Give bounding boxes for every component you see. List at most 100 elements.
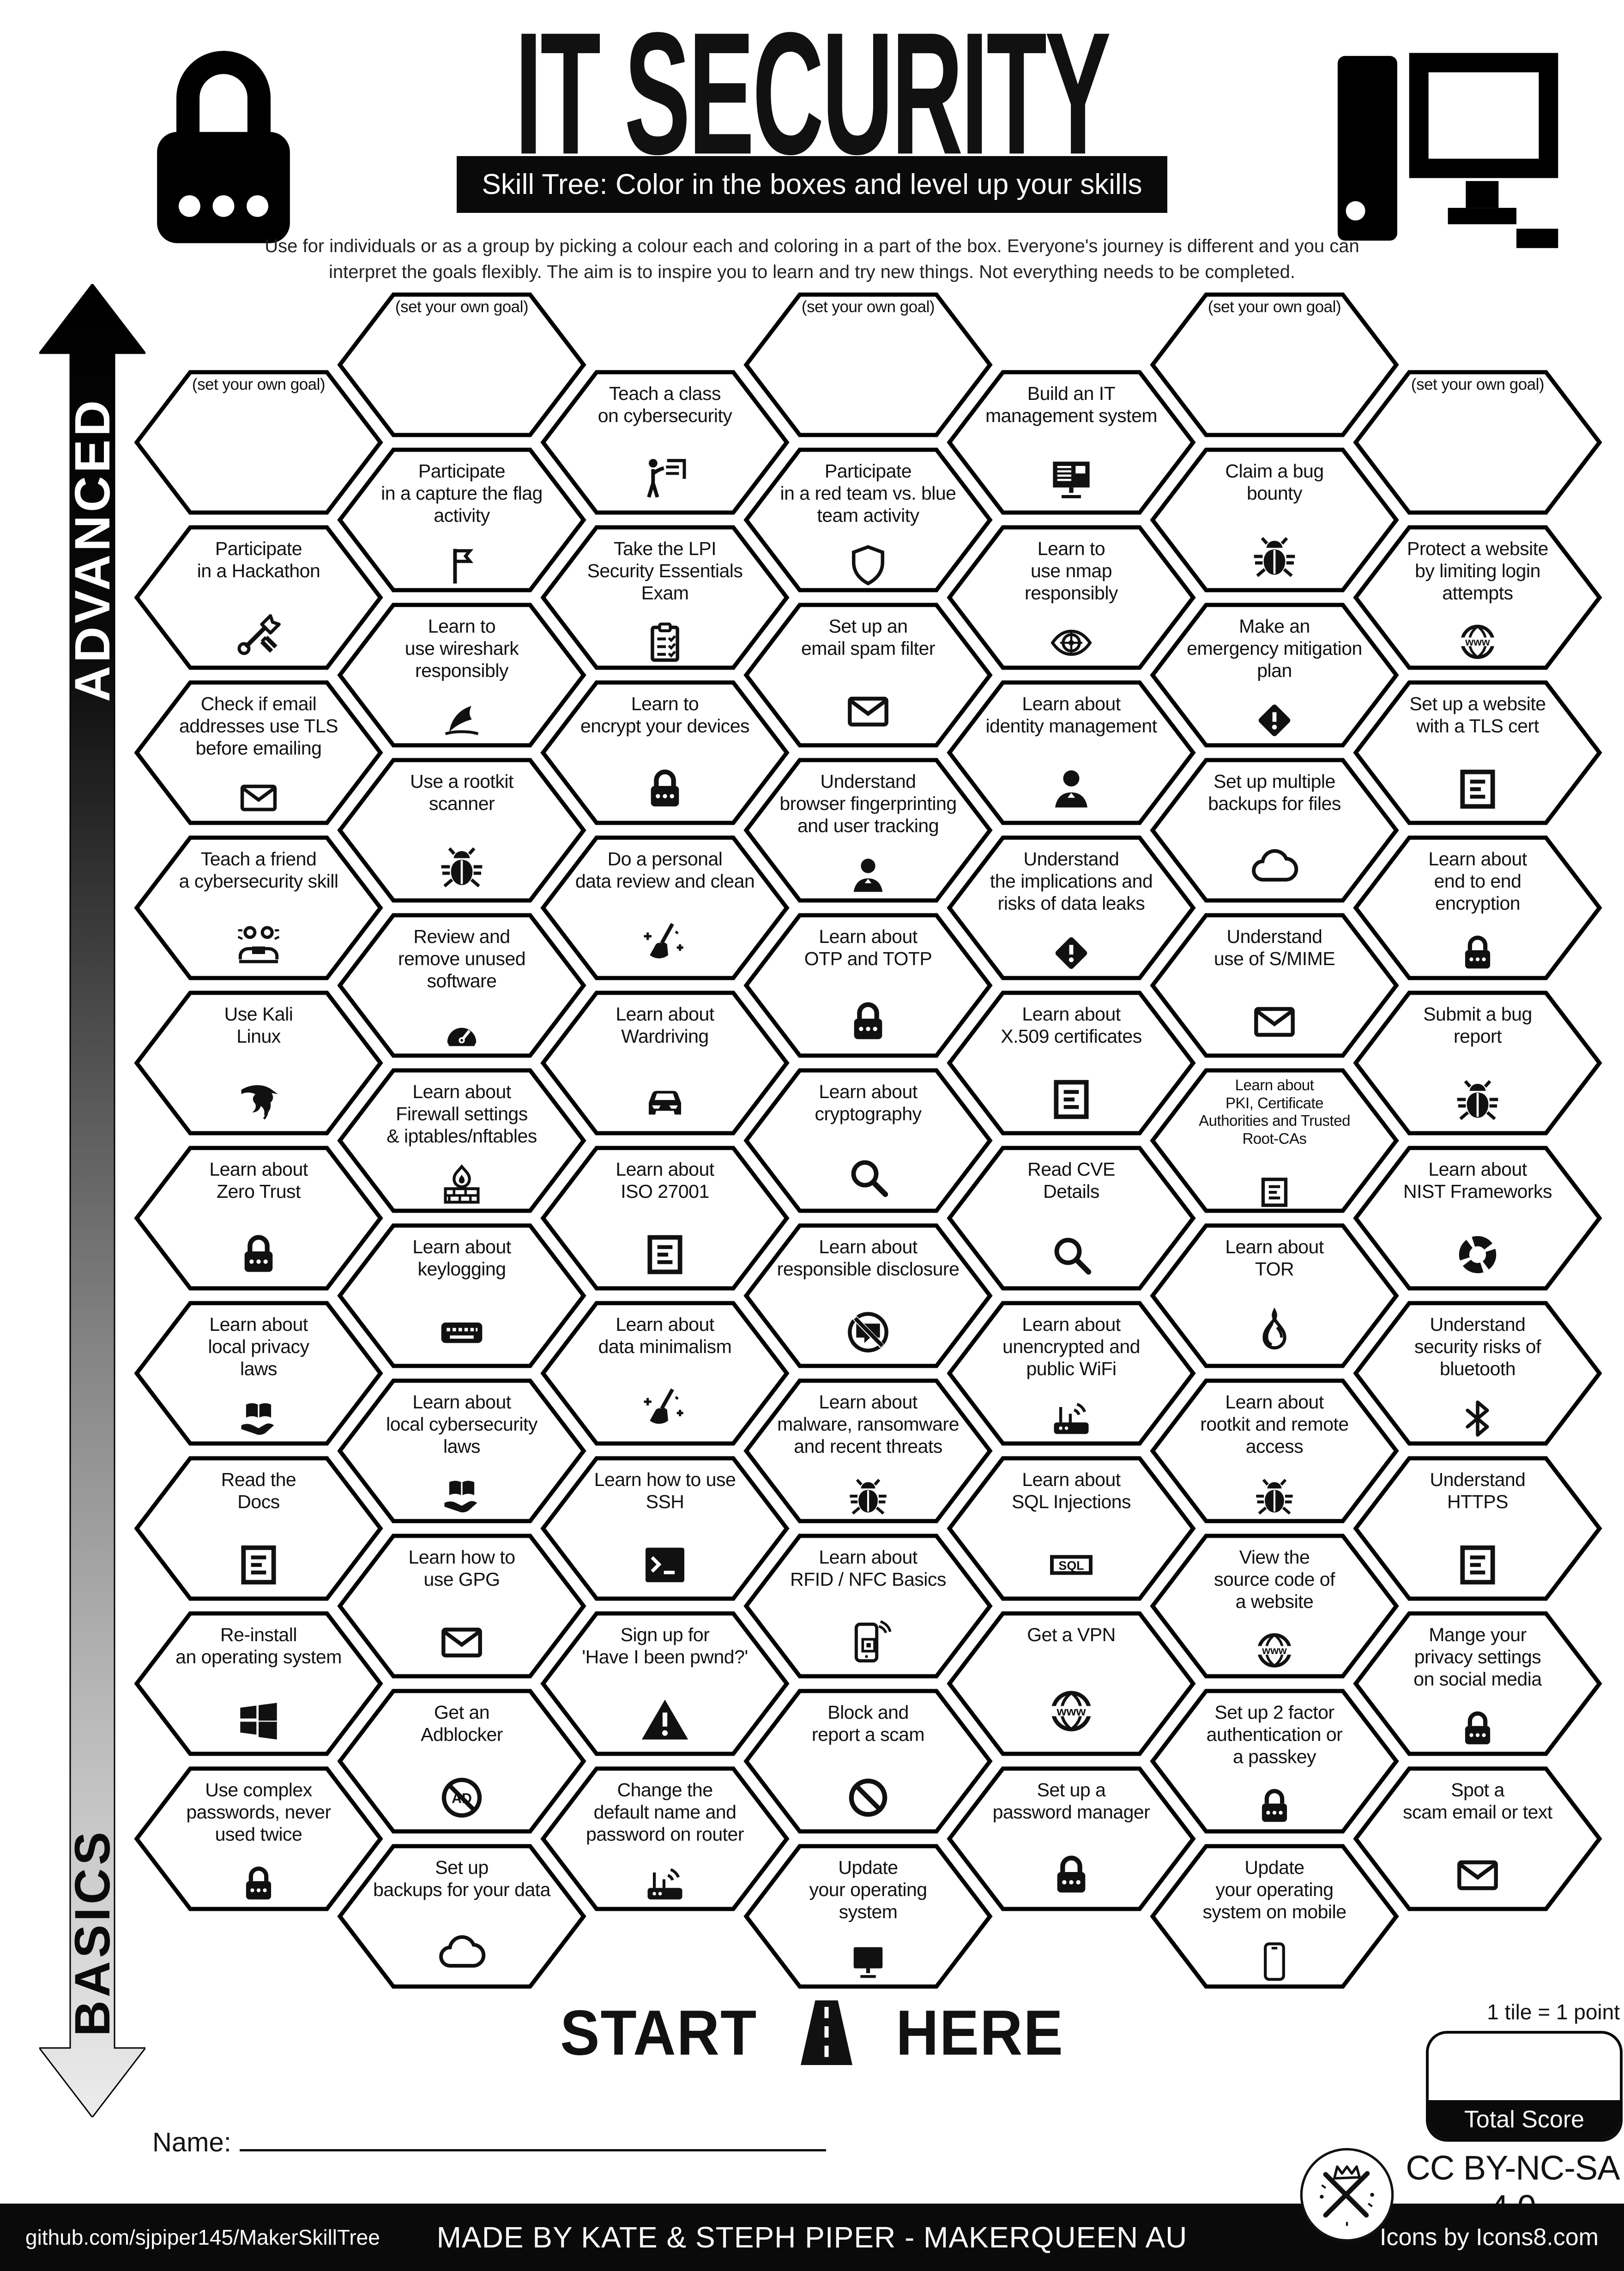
- hex-tile[interactable]: Learn about keylogging: [337, 1222, 586, 1369]
- hex-label: Mange your privacy settings on social me…: [1413, 1624, 1542, 1690]
- hex-tile[interactable]: Get a VPN www: [947, 1610, 1196, 1757]
- hex-outline: [134, 1611, 383, 1756]
- document-icon: [1045, 1074, 1097, 1125]
- hex-tile[interactable]: Block and report a scam: [743, 1688, 993, 1835]
- hex-tile[interactable]: Learn about Firewall settings & iptables…: [337, 1067, 586, 1214]
- hex-tile[interactable]: Teach a class on cybersecurity: [540, 369, 790, 516]
- hex-tile[interactable]: Learn about NIST Frameworks: [1353, 1145, 1602, 1292]
- footer-madeby: MADE BY KATE & STEPH PIPER - MAKERQUEEN …: [436, 2221, 1188, 2254]
- svg-text:AD: AD: [452, 1791, 472, 1806]
- hex-tile[interactable]: View the source code of a website www: [1150, 1533, 1399, 1679]
- envelope-icon: [436, 1617, 488, 1668]
- hex-tile[interactable]: Learn to use nmap responsibly: [947, 524, 1196, 671]
- hex-tile[interactable]: Participate in a red team vs. blue team …: [743, 447, 993, 593]
- hex-tile-goal[interactable]: (set your own goal): [743, 291, 993, 438]
- hex-tile[interactable]: Learn about cryptography: [743, 1067, 993, 1214]
- hex-tile-goal[interactable]: (set your own goal): [1353, 369, 1602, 516]
- hex-tile[interactable]: Understand HTTPS: [1353, 1455, 1602, 1602]
- hex-tile[interactable]: Change the default name and password on …: [540, 1765, 790, 1912]
- hex-tile[interactable]: Read the Docs: [134, 1455, 383, 1602]
- hex-outline: [337, 1534, 586, 1679]
- hex-outline: [743, 603, 993, 748]
- hex-tile[interactable]: Learn about data minimalism: [540, 1300, 790, 1447]
- hex-tile[interactable]: Learn to use wireshark responsibly: [337, 602, 586, 749]
- hex-tile[interactable]: Submit a bug report: [1353, 990, 1602, 1136]
- cloud-icon: [1249, 841, 1300, 893]
- hex-outline: [743, 1689, 993, 1834]
- hex-tile[interactable]: Mange your privacy settings on social me…: [1353, 1610, 1602, 1757]
- hex-outline: [1150, 913, 1399, 1058]
- warning-diamond-icon: [1048, 930, 1094, 976]
- hex-tile[interactable]: Learn about OTP and TOTP: [743, 912, 993, 1059]
- hex-tile[interactable]: Set up multiple backups for files: [1150, 757, 1399, 904]
- hex-tile[interactable]: Spot a scam email or text: [1353, 1765, 1602, 1912]
- hex-label: Learn about end to end encryption: [1428, 848, 1527, 914]
- hex-tile[interactable]: Learn about X.509 certificates: [947, 990, 1196, 1136]
- hex-tile[interactable]: Learn about RFID / NFC Basics: [743, 1533, 993, 1679]
- hex-tile-goal[interactable]: (set your own goal): [1150, 291, 1399, 438]
- hex-tile[interactable]: Protect a website by limiting login atte…: [1353, 524, 1602, 671]
- hex-tile[interactable]: Set up a website with a TLS cert: [1353, 679, 1602, 826]
- hex-tile[interactable]: Use complex passwords, never used twice: [134, 1765, 383, 1912]
- hex-tile[interactable]: Learn about ISO 27001: [540, 1145, 790, 1292]
- hex-tile[interactable]: Update your operating system on mobile: [1150, 1843, 1399, 1990]
- rfid-icon: [842, 1617, 894, 1668]
- hex-tile[interactable]: Set up backups for your data: [337, 1843, 586, 1990]
- no-chat-icon: [842, 1306, 894, 1358]
- hex-tile[interactable]: Learn how to use GPG: [337, 1533, 586, 1679]
- name-input-line[interactable]: [239, 2122, 826, 2151]
- hex-tile[interactable]: Learn about Zero Trust: [134, 1145, 383, 1292]
- hex-tile[interactable]: Learn about TOR: [1150, 1222, 1399, 1369]
- hex-tile[interactable]: Participate in a capture the flag activi…: [337, 447, 586, 593]
- hex-tile[interactable]: Learn about local privacy laws: [134, 1300, 383, 1447]
- hex-tile[interactable]: Do a personal data review and clean: [540, 834, 790, 981]
- hex-tile[interactable]: Set up an email spam filter: [743, 602, 993, 749]
- hex-label: Participate in a Hackathon: [197, 538, 320, 581]
- hex-tile[interactable]: Re-install an operating system: [134, 1610, 383, 1757]
- hex-outline: [337, 292, 586, 437]
- hex-tile[interactable]: Build an IT management system: [947, 369, 1196, 516]
- hex-tile[interactable]: Use Kali Linux: [134, 990, 383, 1136]
- hex-tile[interactable]: Read CVE Details: [947, 1145, 1196, 1292]
- hex-tile[interactable]: Set up a password manager: [947, 1765, 1196, 1912]
- hex-tile[interactable]: Learn about local cybersecurity laws: [337, 1377, 586, 1524]
- hex-outline: [337, 1378, 586, 1523]
- hex-tile[interactable]: Check if email addresses use TLS before …: [134, 679, 383, 826]
- hex-tile[interactable]: Understand use of S/MIME: [1150, 912, 1399, 1059]
- hex-tile[interactable]: Learn to encrypt your devices: [540, 679, 790, 826]
- hex-tile[interactable]: Learn about rootkit and remote access: [1150, 1377, 1399, 1524]
- hex-tile[interactable]: Sign up for 'Have I been pwnd?': [540, 1610, 790, 1757]
- hex-label: Re-install an operating system: [175, 1624, 342, 1667]
- hex-tile[interactable]: Use a rootkit scanner: [337, 757, 586, 904]
- hex-tile[interactable]: Understand browser fingerprinting and us…: [743, 757, 993, 904]
- hex-tile-goal[interactable]: (set your own goal): [337, 291, 586, 438]
- hex-outline: [1353, 1146, 1602, 1291]
- hex-tile[interactable]: Get an Adblocker AD: [337, 1688, 586, 1835]
- hex-outline: [1353, 1301, 1602, 1446]
- hex-label: Learn about responsible disclosure: [777, 1236, 960, 1280]
- hex-tile-goal[interactable]: (set your own goal): [134, 369, 383, 516]
- hex-tile[interactable]: Learn how to use SSH: [540, 1455, 790, 1602]
- hex-outline: [134, 835, 383, 980]
- hex-tile[interactable]: Learn about responsible disclosure: [743, 1222, 993, 1369]
- hex-tile[interactable]: Learn about end to end encryption: [1353, 834, 1602, 981]
- hex-tile[interactable]: Participate in a Hackathon: [134, 524, 383, 671]
- hex-tile[interactable]: Learn about Wardriving: [540, 990, 790, 1136]
- hex-tile[interactable]: Teach a friend a cybersecurity skill: [134, 834, 383, 981]
- hex-tile[interactable]: Learn about unencrypted and public WiFi: [947, 1300, 1196, 1447]
- hex-tile[interactable]: Update your operating system: [743, 1843, 993, 1990]
- hex-tile[interactable]: Take the LPI Security Essentials Exam: [540, 524, 790, 671]
- hex-tile[interactable]: Learn about PKI, Certificate Authorities…: [1150, 1067, 1399, 1214]
- hex-tile[interactable]: Learn about identity management: [947, 679, 1196, 826]
- hex-tile[interactable]: Review and remove unused software: [337, 912, 586, 1059]
- hex-tile[interactable]: Understand the implications and risks of…: [947, 834, 1196, 981]
- hex-tile[interactable]: Learn about malware, ransomware and rece…: [743, 1377, 993, 1524]
- hex-label: Make an emergency mitigation plan: [1187, 616, 1362, 681]
- hex-tile[interactable]: Make an emergency mitigation plan: [1150, 602, 1399, 749]
- hex-outline: [947, 1456, 1196, 1601]
- hex-tile[interactable]: Learn about SQL Injections SQL: [947, 1455, 1196, 1602]
- hex-tile[interactable]: Set up 2 factor authentication or a pass…: [1150, 1688, 1399, 1835]
- total-score-box[interactable]: Total Score: [1426, 2031, 1623, 2142]
- hex-tile[interactable]: Understand security risks of bluetooth: [1353, 1300, 1602, 1447]
- hex-tile[interactable]: Claim a bug bounty: [1150, 447, 1399, 593]
